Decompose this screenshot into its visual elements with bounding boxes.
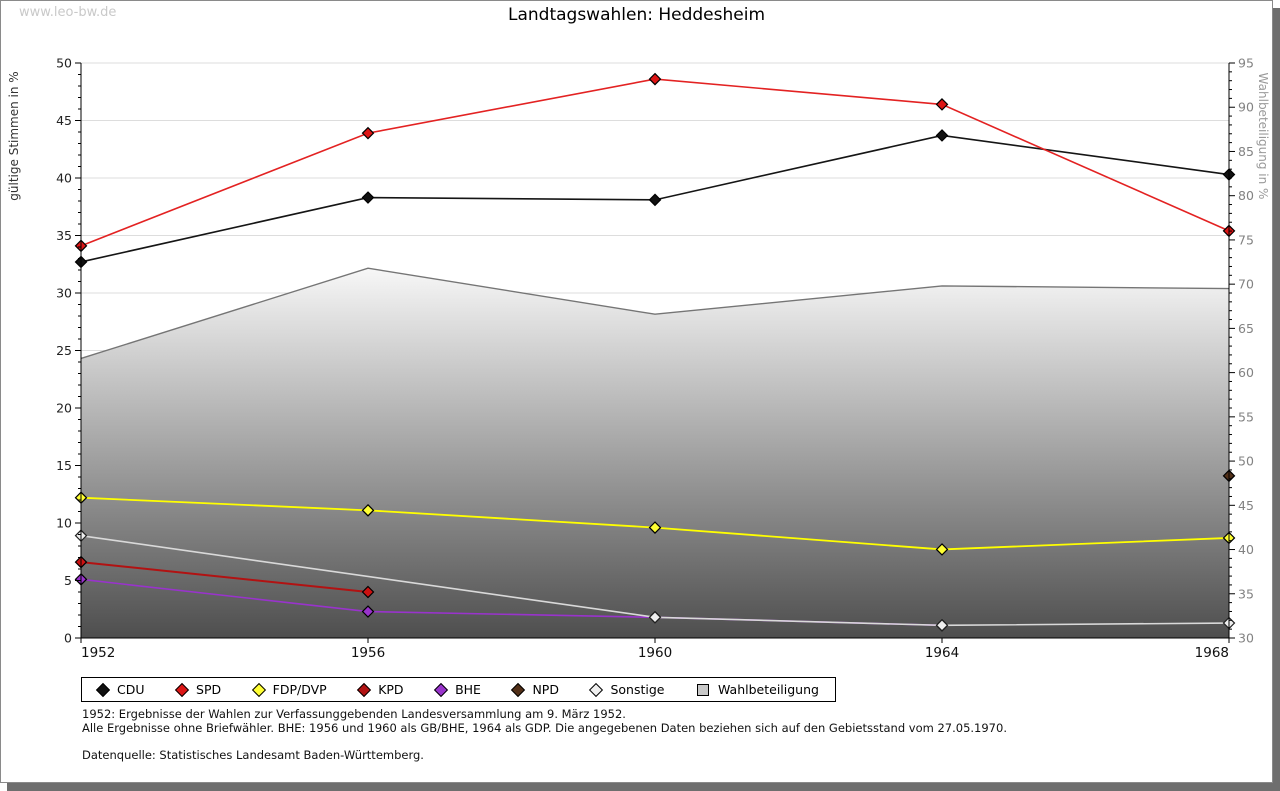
square-swatch-icon [696, 683, 709, 696]
diamond-swatch-icon [174, 682, 190, 697]
footnotes: 1952: Ergebnisse der Wahlen zur Verfassu… [82, 707, 1007, 762]
right-tick-label: 30 [1238, 631, 1254, 646]
legend-item-bhe: BHE [433, 682, 481, 697]
right-tick-label: 45 [1238, 498, 1254, 513]
right-axis-title: Wahlbeteiligung in % [1256, 73, 1270, 200]
marker-fdp-dvp [648, 521, 662, 534]
diamond-swatch-icon [95, 682, 111, 697]
marker-bhe [361, 605, 375, 618]
right-tick-label: 55 [1238, 409, 1254, 424]
wahlbeteiligung-area [81, 268, 1229, 638]
legend-label: KPD [378, 682, 404, 697]
right-tick-label: 40 [1238, 542, 1254, 557]
diamond-swatch-icon [589, 682, 604, 697]
legend-label: Sonstige [610, 682, 665, 697]
x-tick-label: 1964 [925, 645, 959, 661]
footnote-line-1: 1952: Ergebnisse der Wahlen zur Verfassu… [82, 707, 626, 721]
left-tick-label: 25 [56, 343, 72, 358]
left-tick-label: 45 [56, 113, 72, 128]
left-tick-label: 30 [56, 286, 72, 301]
right-tick-label: 60 [1238, 365, 1254, 380]
legend-label: CDU [117, 682, 145, 697]
right-tick-label: 75 [1238, 232, 1254, 247]
right-tick-label: 85 [1238, 144, 1254, 159]
footnote-source: Datenquelle: Statistisches Landesamt Bad… [82, 748, 424, 762]
left-axis-title: gültige Stimmen in % [7, 71, 21, 200]
legend-item-sonstige: Sonstige [589, 682, 665, 697]
marker-sonstige [648, 610, 662, 624]
legend-label: BHE [455, 682, 481, 697]
left-tick-label: 35 [56, 228, 72, 243]
marker-spd [935, 98, 949, 111]
left-tick-label: 15 [56, 458, 72, 473]
legend-item-kpd: KPD [357, 682, 404, 697]
legend-label: Wahlbeteiligung [717, 682, 819, 697]
marker-fdp-dvp [361, 504, 375, 517]
legend-item-npd: NPD [511, 682, 559, 697]
right-tick-label: 35 [1238, 586, 1254, 601]
legend-item-spd: SPD [174, 682, 222, 697]
wahlbeteiligung-area-border [80, 267, 1230, 360]
diamond-swatch-icon [357, 682, 372, 697]
x-tick-label: 1956 [351, 645, 385, 661]
legend-label: FDP/DVP [272, 682, 327, 697]
footnote-line-2: Alle Ergebnisse ohne Briefwähler. BHE: 1… [82, 721, 1007, 735]
x-tick-label: 1968 [1195, 645, 1229, 661]
left-tick-label: 20 [56, 401, 72, 416]
marker-kpd [361, 585, 375, 599]
right-tick-label: 50 [1238, 454, 1254, 469]
right-tick-label: 65 [1238, 321, 1254, 336]
left-tick-label: 5 [64, 573, 72, 588]
x-tick-label: 1952 [81, 645, 115, 661]
line-spd [80, 78, 1230, 247]
legend-item-cdu: CDU [95, 682, 145, 697]
right-tick-label: 80 [1238, 188, 1254, 203]
diamond-swatch-icon [511, 682, 526, 697]
right-tick-label: 90 [1238, 100, 1254, 115]
diamond-swatch-icon [433, 682, 449, 697]
left-tick-label: 0 [64, 631, 72, 646]
diamond-swatch-icon [251, 682, 266, 697]
marker-sonstige [935, 619, 949, 632]
marker-cdu [935, 129, 949, 142]
chart-title: Landtagswahlen: Heddesheim [507, 5, 766, 25]
legend-label: SPD [196, 682, 222, 697]
legend: CDU SPD FDP/DVP KPD BHE NPD Sonstige Wahlbeteil… [81, 677, 836, 702]
legend-item-wahlbeteiligung: Wahlbeteiligung [696, 682, 819, 697]
marker-fdp-dvp [935, 543, 949, 556]
marker-cdu [361, 191, 375, 204]
legend-label: NPD [532, 682, 559, 697]
watermark: www.leo-bw.de [19, 5, 117, 20]
left-tick-label: 40 [56, 171, 72, 186]
line-kpd [80, 561, 369, 593]
marker-cdu [648, 193, 662, 207]
legend-item-fdp-dvp: FDP/DVP [251, 682, 327, 697]
line-sonstige [80, 534, 1230, 627]
left-tick-label: 50 [56, 56, 72, 71]
marker-spd [361, 126, 375, 140]
x-tick-label: 1960 [638, 645, 672, 661]
left-tick-label: 10 [56, 516, 72, 531]
marker-spd [648, 72, 662, 86]
right-tick-label: 95 [1238, 56, 1254, 71]
right-tick-label: 70 [1238, 277, 1254, 292]
